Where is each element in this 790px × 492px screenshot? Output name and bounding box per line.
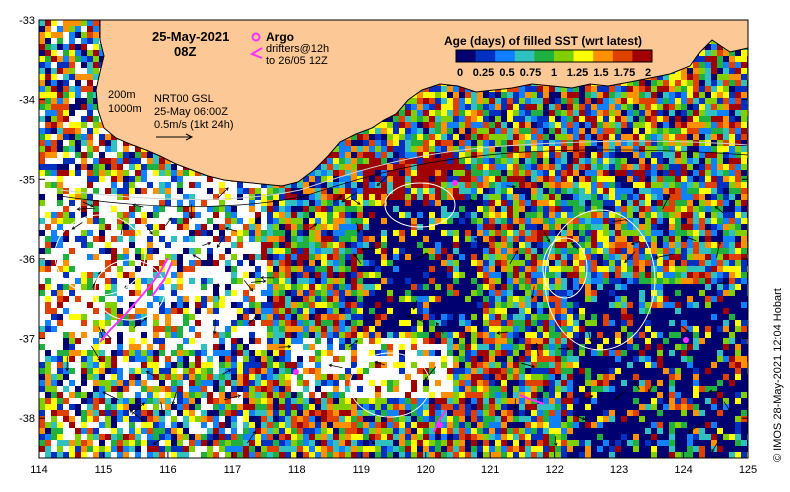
y-tick-label: -35 [19, 174, 35, 186]
colorbar-swatch [612, 50, 633, 62]
colorbar-swatch [534, 50, 555, 62]
model-annotation: 200m 1000m NRT00 GSL 25-May 06:00Z 0.5m/… [103, 89, 233, 141]
y-tick-label: -38 [19, 413, 35, 425]
scale-vector-label: 0.5m/s (1kt 24h) [154, 119, 233, 131]
colorbar-title: Age (days) of filled SST (wrt latest) [444, 34, 642, 48]
x-tick-label: 123 [610, 464, 628, 476]
x-tick-label: 125 [739, 464, 757, 476]
model-name: NRT00 GSL [154, 93, 214, 105]
colorbar-swatches [455, 49, 653, 63]
header-block: 25-May-2021 08Z [152, 29, 229, 59]
drifters-label: drifters@12h [266, 43, 329, 55]
colorbar-swatch [554, 50, 575, 62]
drifters-sub-label: to 26/05 12Z [266, 55, 328, 67]
colorbar-swatch [632, 50, 653, 62]
colorbar-tick-label: 1.75 [614, 67, 635, 79]
x-tick-label: 118 [288, 464, 306, 476]
model-time: 25-May 06:00Z [154, 106, 228, 118]
colorbar-swatch [593, 50, 614, 62]
current-vectors [65, 168, 731, 453]
x-tick-label: 117 [224, 464, 242, 476]
x-tick-label: 116 [159, 464, 177, 476]
x-tick-label: 121 [481, 464, 499, 476]
colorbar-swatch [495, 50, 516, 62]
x-tick-label: 114 [30, 464, 48, 476]
colorbar-ticks: 0 0.25 0.5 0.75 1 1.25 1.5 1.75 2 [457, 67, 651, 79]
x-tick-label: 122 [545, 464, 563, 476]
x-tick-label: 120 [417, 464, 435, 476]
argo-label: Argo [266, 30, 294, 44]
credit-text: © IMOS 28-May-2021 12:04 Hobart [772, 288, 784, 462]
colorbar-swatch [514, 50, 535, 62]
colorbar-swatch [456, 50, 477, 62]
y-tick-label: -37 [19, 334, 35, 346]
drifter-legend: Argo drifters@12h to 26/05 12Z [249, 30, 329, 67]
argo-symbol-icon [251, 32, 261, 42]
colorbar-tick-label: 2 [645, 67, 651, 79]
colorbar-tick-label: 0.5 [499, 67, 514, 79]
colorbar-tick-label: 1 [551, 67, 557, 79]
colorbar-tick-label: 1.25 [567, 67, 588, 79]
colorbar-tick-label: 1.5 [593, 67, 608, 79]
map-date: 25-May-2021 [152, 29, 229, 44]
y-tick-label: -33 [19, 15, 35, 27]
scale-vector-arrow-icon [156, 133, 194, 141]
x-tick-label: 124 [674, 464, 692, 476]
latitude-axis: -33 -34 -35 -36 -37 -38 [19, 15, 748, 425]
colorbar-tick-label: 0.25 [473, 67, 494, 79]
argo-floats [293, 180, 689, 428]
drifter-symbol-icon [249, 47, 263, 59]
y-tick-label: -34 [19, 95, 35, 107]
x-tick-label: 115 [95, 464, 113, 476]
colorbar-swatch [475, 50, 496, 62]
map-plot-area [39, 20, 748, 458]
isobath-contours [54, 140, 748, 418]
colorbar-tick-label: 0.75 [520, 67, 541, 79]
y-tick-label: -36 [19, 254, 35, 266]
map-frame [38, 19, 749, 459]
isobath-200-label: 200m [108, 89, 136, 101]
isobath-1000-label: 1000m [108, 103, 142, 115]
drifter-tracks [99, 257, 545, 433]
x-tick-label: 119 [352, 464, 370, 476]
colorbar-swatch [573, 50, 594, 62]
colorbar-tick-label: 0 [457, 67, 463, 79]
longitude-axis: 114 115 116 117 118 119 120 121 122 123 124 125 [30, 452, 757, 476]
map-time: 08Z [174, 44, 196, 59]
